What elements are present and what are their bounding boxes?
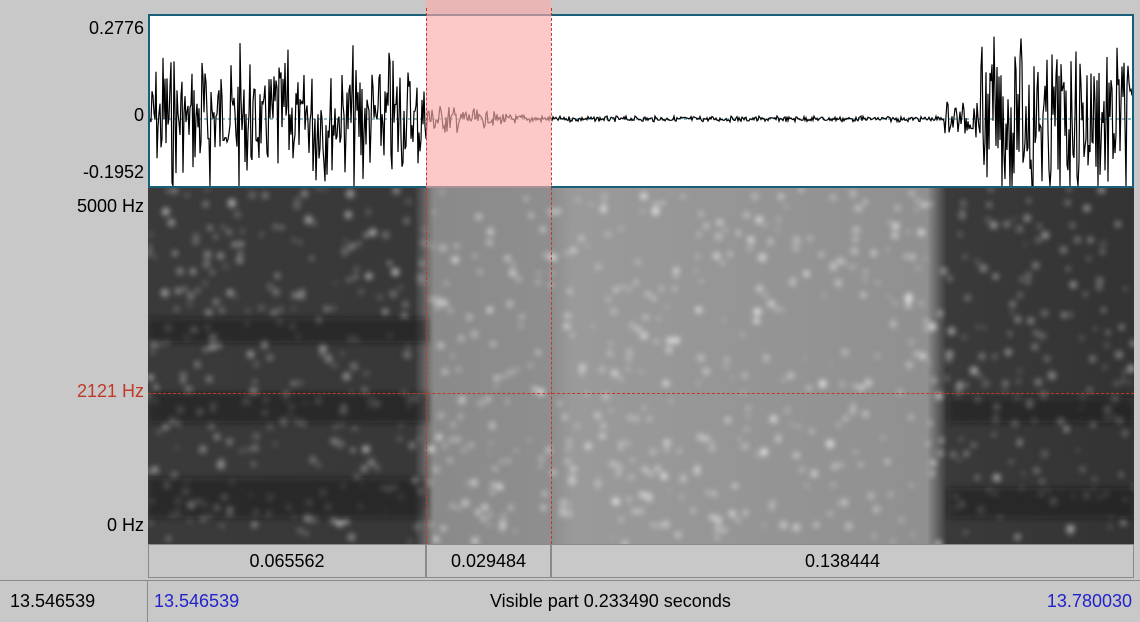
waveform-panel[interactable] <box>148 14 1134 188</box>
segment-left-duration[interactable]: 0.065562 <box>148 544 426 578</box>
waveform-y-max-label: 0.2776 <box>88 18 144 38</box>
visible-start-time[interactable]: 13.546539 <box>154 591 240 611</box>
waveform-y-min-label: -0.1952 <box>82 162 144 182</box>
waveform-selection[interactable] <box>426 0 551 188</box>
segment-selected-duration[interactable]: 0.029484 <box>426 544 551 578</box>
segment-left-label: 0.065562 <box>249 550 325 571</box>
left-axis-strip: 0.2776 0 -0.1952 5000 Hz 2121 Hz 0 Hz <box>0 0 148 580</box>
waveform-canvas[interactable] <box>150 16 1132 186</box>
window-start-time[interactable]: 13.546539 <box>10 591 96 611</box>
visible-part-label[interactable]: Visible part 0.233490 seconds <box>490 591 731 611</box>
waveform-y-zero-label: 0 <box>133 105 144 125</box>
spectrogram-canvas[interactable] <box>148 188 1134 544</box>
segment-selected-label: 0.029484 <box>450 550 527 571</box>
visible-end-time[interactable]: 13.780030 <box>1046 591 1132 611</box>
selection-end-line[interactable] <box>551 8 552 544</box>
status-divider <box>147 581 148 622</box>
spectrogram-y-top-label: 5000 Hz <box>76 196 144 216</box>
segment-right-label: 0.138444 <box>804 550 881 571</box>
frequency-cursor-line <box>148 393 1134 394</box>
spectrogram-y-cursor-label: 2121 Hz <box>76 381 144 401</box>
status-bar: 13.546539 13.546539 Visible part 0.23349… <box>0 580 1140 622</box>
waveform-trace <box>150 36 1132 186</box>
segment-right-duration[interactable]: 0.138444 <box>551 544 1134 578</box>
spectrogram-y-bottom-label: 0 Hz <box>106 515 144 535</box>
selection-start-line[interactable] <box>426 8 427 544</box>
spectrogram-panel[interactable] <box>148 188 1134 544</box>
